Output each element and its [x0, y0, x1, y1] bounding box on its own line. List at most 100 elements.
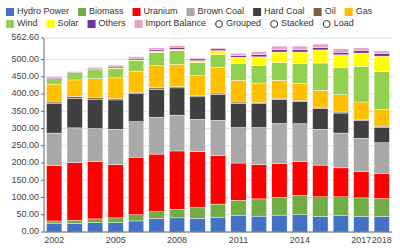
legend-item: Grouped: [216, 18, 262, 28]
series: [47, 64, 390, 126]
bar-segment: [210, 93, 225, 94]
bar-segment: [88, 223, 103, 232]
bar-segment: [354, 172, 369, 198]
bar-segment: [292, 101, 307, 123]
legend-swatch: [47, 20, 55, 28]
legend-marker: [216, 21, 223, 28]
bar-segment: [47, 102, 62, 104]
legend-item: Oil: [314, 6, 336, 16]
bar-segment: [292, 64, 307, 84]
bar-segment: [272, 197, 287, 215]
legend-label: Oil: [325, 6, 336, 16]
bar-segment: [374, 174, 389, 199]
legend-swatch: [314, 8, 322, 16]
bar-segment: [47, 79, 62, 85]
bar-segment: [292, 215, 307, 232]
bar-segment: [169, 86, 184, 87]
bar-segment: [251, 102, 266, 103]
bar-segment: [169, 46, 184, 47]
bar-segment: [333, 133, 348, 168]
bar-segment: [333, 216, 348, 232]
y-tick-label: 300.00: [11, 123, 39, 133]
legend-swatch: [345, 8, 353, 16]
bar-segment: [374, 143, 389, 174]
bar-segment: [374, 72, 389, 110]
bar-segment: [128, 157, 143, 215]
bar-segment: [88, 219, 103, 223]
legend-label: Stacked: [281, 18, 314, 28]
chart: Hydro PowerBiomassUraniumBrown CoalHard …: [0, 0, 400, 250]
bars: [47, 44, 390, 232]
x-tick-label: 2008: [167, 235, 187, 245]
bar-segment: [149, 212, 164, 219]
legend-swatch: [133, 8, 141, 16]
y-tick-label: 0.00: [21, 226, 39, 236]
legend-label: Wind: [17, 18, 38, 28]
bar-segment: [333, 68, 348, 95]
legend-item: Brown Coal: [187, 6, 245, 16]
bar-segment: [47, 77, 62, 78]
bar-segment: [292, 52, 307, 64]
bar-segment: [251, 128, 266, 165]
bar-segment: [354, 102, 369, 119]
legend-item: Hydro Power: [6, 6, 69, 16]
bar-segment: [47, 104, 62, 133]
y-tick-label: 200.00: [11, 157, 39, 167]
bar-segment: [128, 94, 143, 122]
bar-segment: [108, 78, 123, 99]
bar-segment: [354, 53, 369, 66]
bar-segment: [231, 102, 246, 103]
bar-segment: [231, 200, 246, 216]
legend-item: Load: [323, 18, 354, 28]
bar-segment: [313, 90, 328, 107]
bar-segment: [210, 68, 225, 94]
bar-segment: [272, 215, 287, 232]
x-tick-label: 2005: [106, 235, 126, 245]
y-tick-label: 100.00: [11, 192, 39, 202]
bar-segment: [251, 55, 266, 57]
bar-segment: [354, 216, 369, 232]
bar-segment: [190, 119, 205, 151]
bar-segment: [292, 162, 307, 196]
bar-segment: [108, 65, 123, 66]
legend-swatch: [253, 8, 261, 16]
bar-segment: [67, 73, 82, 74]
bar-segment: [354, 51, 369, 53]
legend: Hydro PowerBiomassUraniumBrown CoalHard …: [6, 6, 373, 28]
bar-segment: [108, 223, 123, 232]
bar-segment: [190, 59, 205, 61]
bar-segment: [128, 57, 143, 58]
bar-segment: [210, 204, 225, 217]
x-tick-label: 2014: [290, 235, 310, 245]
x-tick-label: 2018: [372, 235, 392, 245]
bar-segment: [272, 123, 287, 163]
bar-segment: [313, 197, 328, 217]
legend-label: Grouped: [226, 18, 261, 28]
bar-segment: [149, 51, 164, 52]
bar-segment: [149, 52, 164, 65]
legend-swatch: [88, 20, 96, 28]
legend-label: Hard Coal: [264, 6, 305, 16]
bar-segment: [67, 72, 82, 73]
x-axis-line: [44, 232, 392, 233]
bar-segment: [88, 79, 103, 98]
bar-segment: [272, 46, 287, 49]
bar-segment: [47, 133, 62, 166]
bar-segment: [128, 92, 143, 93]
legend-label: Others: [99, 18, 127, 28]
bar-segment: [251, 52, 266, 55]
legend-label: Gas: [356, 6, 373, 16]
legend-label: Load: [334, 18, 354, 28]
bar-segment: [313, 48, 328, 50]
bar-segment: [108, 165, 123, 218]
legend-swatch: [6, 20, 14, 28]
bar-segment: [374, 53, 389, 56]
bar-segment: [88, 69, 103, 70]
bar-segment: [149, 117, 164, 154]
bar-segment: [47, 78, 62, 79]
bar-segment: [231, 64, 246, 81]
bar-segment: [210, 155, 225, 204]
legend-marker: [323, 21, 330, 28]
bar-segment: [231, 103, 246, 127]
bar-segment: [272, 80, 287, 98]
